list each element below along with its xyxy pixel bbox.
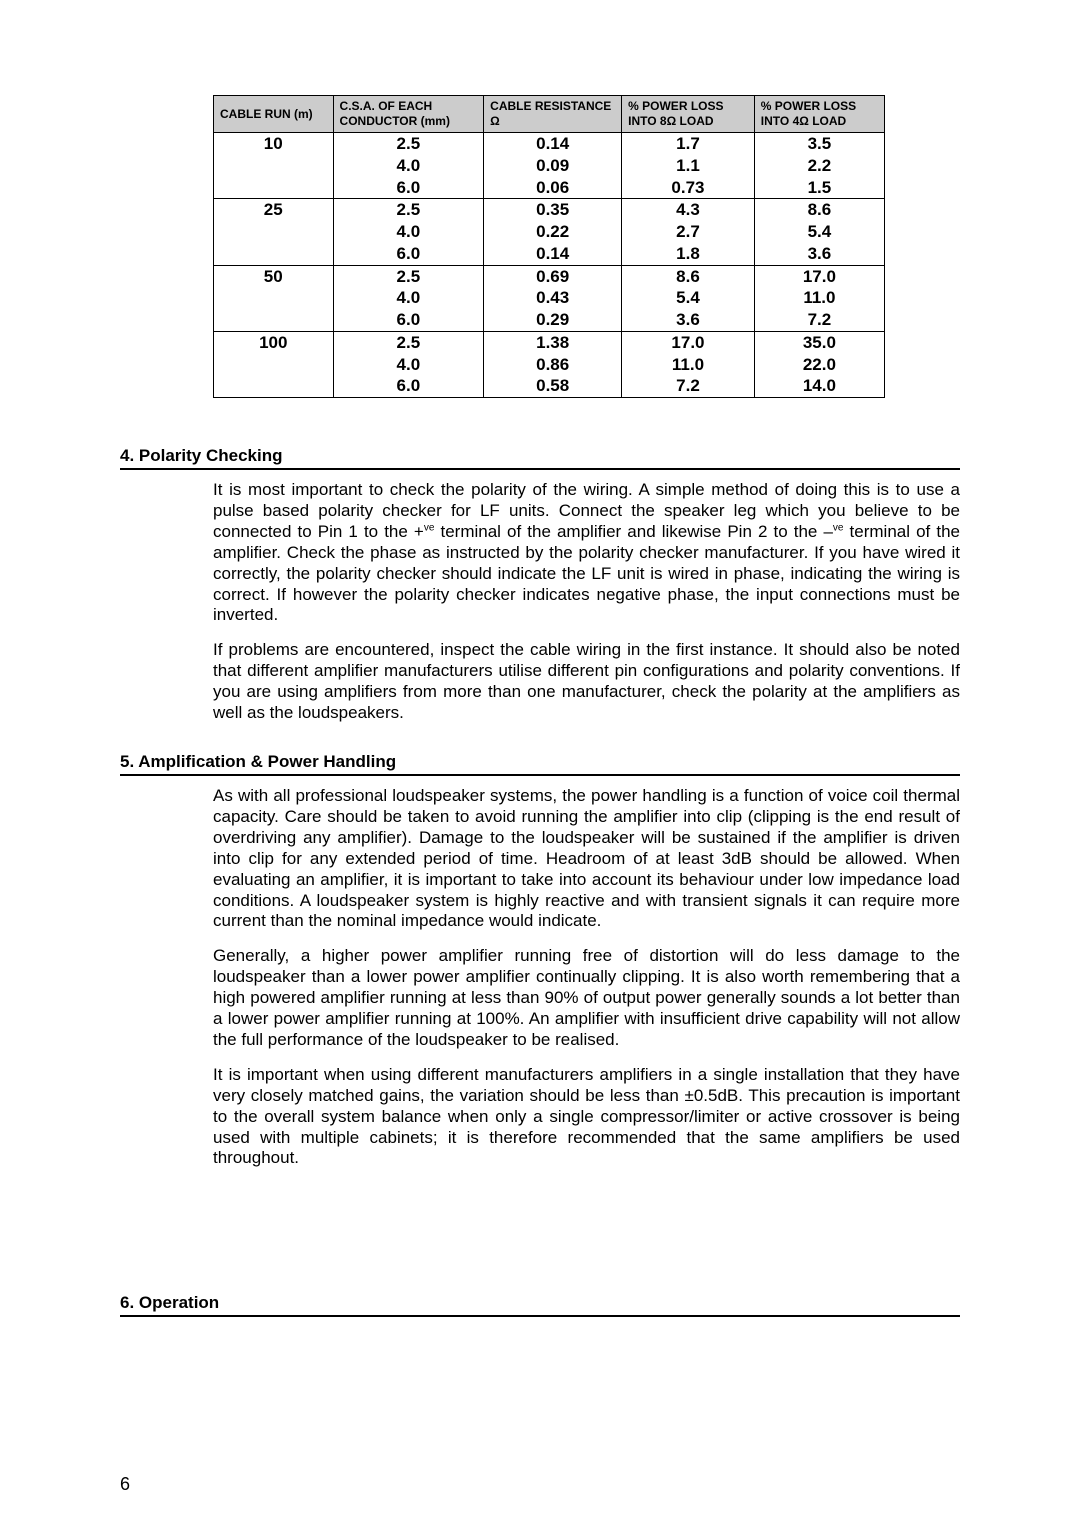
table-row: 50 2.5 4.0 6.0 0.69 0.43 0.29 8.6 5.4 3.… bbox=[214, 265, 885, 331]
cell-csa: 2.5 4.0 6.0 bbox=[333, 331, 484, 397]
cell-res: 0.14 0.09 0.06 bbox=[484, 133, 622, 199]
cell-run: 25 bbox=[214, 199, 334, 265]
cell-run: 10 bbox=[214, 133, 334, 199]
col-header-resistance: CABLE RESISTANCE Ω bbox=[484, 96, 622, 133]
cell-run: 100 bbox=[214, 331, 334, 397]
cell-p4: 17.0 11.0 7.2 bbox=[754, 265, 884, 331]
section-4-p2: If problems are encountered, inspect the… bbox=[213, 640, 960, 724]
col-header-loss-4: % POWER LOSS INTO 4Ω LOAD bbox=[754, 96, 884, 133]
cell-res: 0.69 0.43 0.29 bbox=[484, 265, 622, 331]
cell-res: 0.35 0.22 0.14 bbox=[484, 199, 622, 265]
col-header-cable-run: CABLE RUN (m) bbox=[214, 96, 334, 133]
cell-p4: 8.6 5.4 3.6 bbox=[754, 199, 884, 265]
cell-p8: 17.0 11.0 7.2 bbox=[622, 331, 755, 397]
cell-csa: 2.5 4.0 6.0 bbox=[333, 265, 484, 331]
cell-p8: 8.6 5.4 3.6 bbox=[622, 265, 755, 331]
table-row: 100 2.5 4.0 6.0 1.38 0.86 0.58 17.0 11.0… bbox=[214, 331, 885, 397]
cell-csa: 2.5 4.0 6.0 bbox=[333, 133, 484, 199]
section-5-p3: It is important when using different man… bbox=[213, 1065, 960, 1170]
col-header-loss-8: % POWER LOSS INTO 8Ω LOAD bbox=[622, 96, 755, 133]
cable-table: CABLE RUN (m) C.S.A. OF EACH CONDUCTOR (… bbox=[213, 95, 885, 398]
section-5-title: 5. Amplification & Power Handling bbox=[120, 752, 960, 776]
section-4-p1: It is most important to check the polari… bbox=[213, 480, 960, 626]
page-number: 6 bbox=[120, 1474, 130, 1495]
cell-run: 50 bbox=[214, 265, 334, 331]
cell-p4: 3.5 2.2 1.5 bbox=[754, 133, 884, 199]
section-5-p2: Generally, a higher power amplifier runn… bbox=[213, 946, 960, 1051]
col-header-csa: C.S.A. OF EACH CONDUCTOR (mm) bbox=[333, 96, 484, 133]
cell-p8: 4.3 2.7 1.8 bbox=[622, 199, 755, 265]
section-5-p1: As with all professional loudspeaker sys… bbox=[213, 786, 960, 932]
table-row: 25 2.5 4.0 6.0 0.35 0.22 0.14 4.3 2.7 1.… bbox=[214, 199, 885, 265]
cell-p8: 1.7 1.1 0.73 bbox=[622, 133, 755, 199]
section-4-title: 4. Polarity Checking bbox=[120, 446, 960, 470]
table-row: 10 2.5 4.0 6.0 0.14 0.09 0.06 1.7 1.1 0.… bbox=[214, 133, 885, 199]
section-6-title: 6. Operation bbox=[120, 1293, 960, 1317]
cell-res: 1.38 0.86 0.58 bbox=[484, 331, 622, 397]
table-header-row: CABLE RUN (m) C.S.A. OF EACH CONDUCTOR (… bbox=[214, 96, 885, 133]
cell-p4: 35.0 22.0 14.0 bbox=[754, 331, 884, 397]
cell-csa: 2.5 4.0 6.0 bbox=[333, 199, 484, 265]
